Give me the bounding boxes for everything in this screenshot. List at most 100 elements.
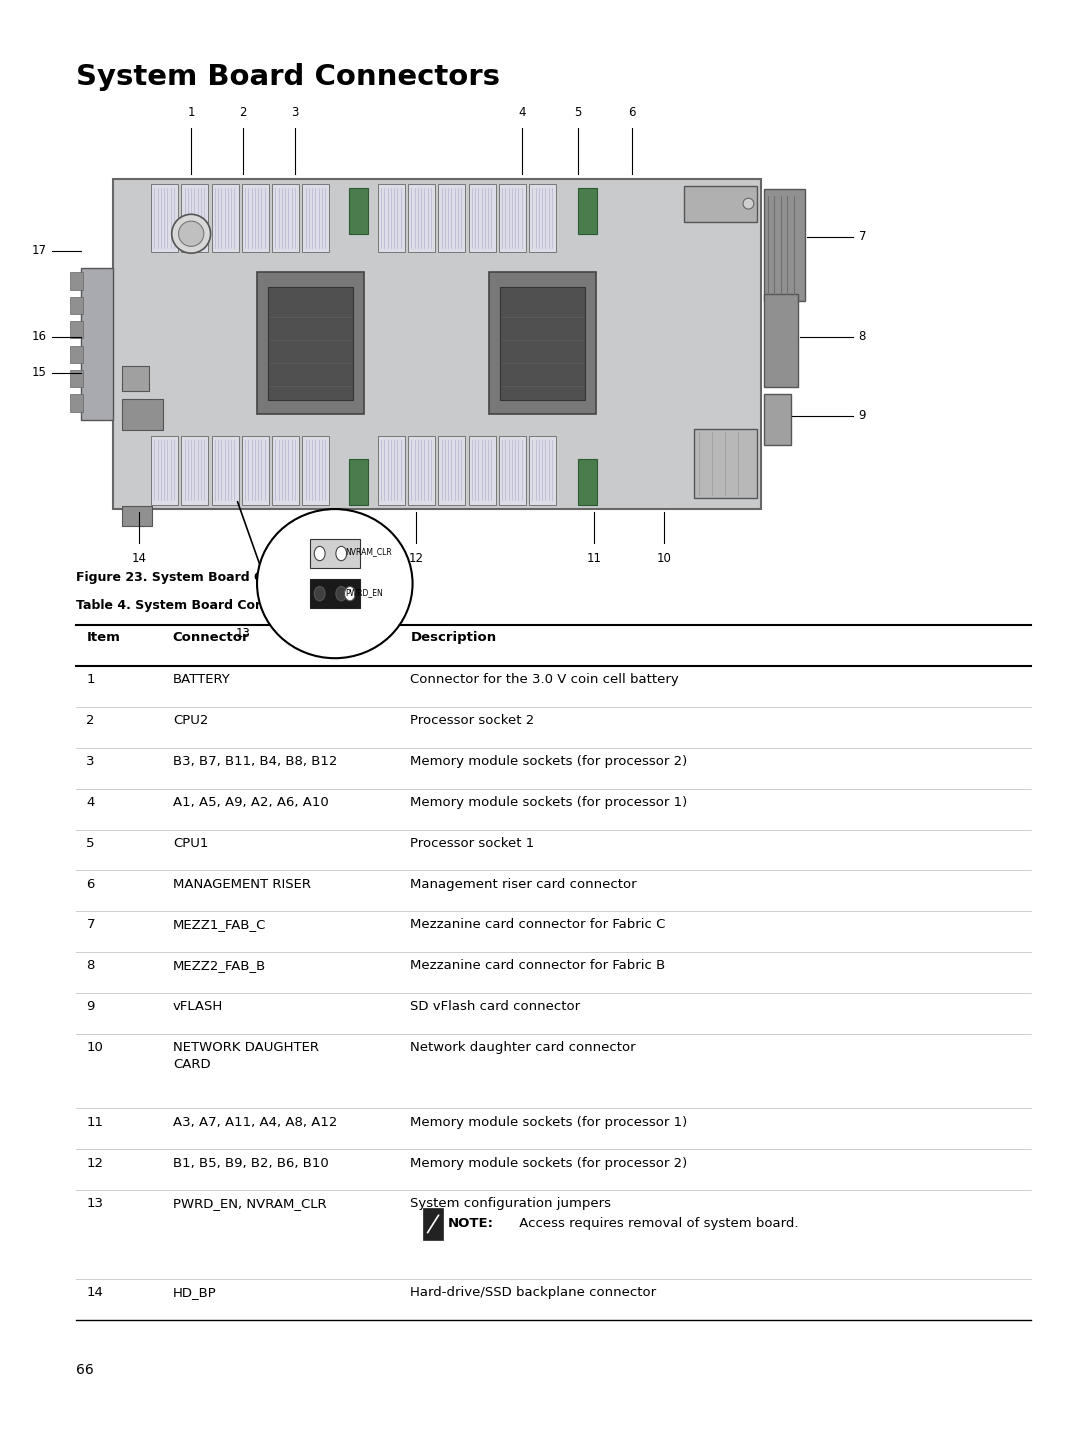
Ellipse shape [178, 221, 204, 247]
FancyBboxPatch shape [578, 459, 597, 505]
FancyBboxPatch shape [469, 184, 496, 252]
Text: Processor socket 2: Processor socket 2 [410, 714, 535, 727]
Text: 16: 16 [31, 330, 46, 344]
FancyBboxPatch shape [423, 1209, 443, 1240]
FancyBboxPatch shape [408, 436, 435, 505]
FancyBboxPatch shape [70, 346, 83, 363]
Text: Mezzanine card connector for Fabric C: Mezzanine card connector for Fabric C [410, 919, 665, 932]
Text: Memory module sockets (for processor 2): Memory module sockets (for processor 2) [410, 1157, 688, 1170]
FancyBboxPatch shape [257, 272, 364, 414]
FancyBboxPatch shape [694, 429, 757, 498]
Circle shape [314, 546, 325, 561]
Text: Memory module sockets (for processor 2): Memory module sockets (for processor 2) [410, 756, 688, 769]
FancyBboxPatch shape [310, 539, 360, 568]
Text: Access requires removal of system board.: Access requires removal of system board. [515, 1217, 799, 1230]
Text: 9: 9 [859, 409, 866, 423]
Text: 3: 3 [86, 756, 95, 769]
Text: 5: 5 [575, 106, 581, 119]
Text: Processor socket 1: Processor socket 1 [410, 837, 535, 850]
Ellipse shape [257, 509, 413, 658]
Text: 6: 6 [86, 878, 95, 891]
FancyBboxPatch shape [529, 184, 556, 252]
FancyBboxPatch shape [181, 436, 208, 505]
Text: 2: 2 [86, 714, 95, 727]
FancyBboxPatch shape [70, 370, 83, 387]
Text: 14: 14 [132, 552, 147, 565]
Text: Item: Item [86, 631, 120, 644]
FancyBboxPatch shape [529, 436, 556, 505]
Text: Connector: Connector [173, 631, 249, 644]
Text: 12: 12 [86, 1157, 104, 1170]
Text: 13: 13 [235, 627, 251, 640]
FancyBboxPatch shape [378, 436, 405, 505]
Text: A1, A5, A9, A2, A6, A10: A1, A5, A9, A2, A6, A10 [173, 796, 328, 809]
Text: 6: 6 [629, 106, 635, 119]
Text: vFLASH: vFLASH [173, 1001, 224, 1014]
Text: PWRD_EN, NVRAM_CLR: PWRD_EN, NVRAM_CLR [173, 1197, 326, 1210]
Text: 1: 1 [86, 674, 95, 687]
Text: 10: 10 [86, 1041, 104, 1054]
FancyBboxPatch shape [212, 184, 239, 252]
FancyBboxPatch shape [242, 436, 269, 505]
FancyBboxPatch shape [122, 506, 152, 526]
Circle shape [336, 546, 347, 561]
Text: HD_BP: HD_BP [173, 1286, 217, 1299]
Text: System configuration jumpers: System configuration jumpers [410, 1197, 611, 1210]
FancyBboxPatch shape [70, 321, 83, 338]
FancyBboxPatch shape [181, 184, 208, 252]
FancyBboxPatch shape [349, 459, 368, 505]
Text: 5: 5 [86, 837, 95, 850]
FancyBboxPatch shape [764, 294, 798, 387]
Text: 11: 11 [586, 552, 602, 565]
FancyBboxPatch shape [578, 188, 597, 234]
FancyBboxPatch shape [489, 272, 596, 414]
Text: 66: 66 [76, 1362, 93, 1377]
Text: Mezzanine card connector for Fabric B: Mezzanine card connector for Fabric B [410, 959, 665, 972]
FancyBboxPatch shape [212, 436, 239, 505]
FancyBboxPatch shape [151, 184, 178, 252]
FancyBboxPatch shape [349, 188, 368, 234]
FancyBboxPatch shape [469, 436, 496, 505]
FancyBboxPatch shape [438, 436, 465, 505]
FancyBboxPatch shape [764, 189, 805, 301]
Text: Network daughter card connector: Network daughter card connector [410, 1041, 636, 1054]
Text: 3: 3 [292, 106, 298, 119]
FancyBboxPatch shape [272, 184, 299, 252]
Text: MEZZ1_FAB_C: MEZZ1_FAB_C [173, 919, 266, 932]
Text: 4: 4 [86, 796, 95, 809]
FancyBboxPatch shape [684, 186, 757, 222]
FancyBboxPatch shape [122, 366, 149, 391]
Circle shape [314, 587, 325, 601]
Text: Description: Description [410, 631, 497, 644]
Text: Connector for the 3.0 V coin cell battery: Connector for the 3.0 V coin cell batter… [410, 674, 679, 687]
FancyBboxPatch shape [242, 184, 269, 252]
Text: SD vFlash card connector: SD vFlash card connector [410, 1001, 581, 1014]
Text: 10: 10 [657, 552, 672, 565]
Text: BATTERY: BATTERY [173, 674, 230, 687]
FancyBboxPatch shape [70, 297, 83, 314]
FancyBboxPatch shape [81, 268, 113, 420]
Text: Management riser card connector: Management riser card connector [410, 878, 637, 891]
Ellipse shape [172, 214, 211, 254]
Text: 12: 12 [408, 552, 423, 565]
Text: B3, B7, B11, B4, B8, B12: B3, B7, B11, B4, B8, B12 [173, 756, 337, 769]
Text: Figure 23. System Board Connectors: Figure 23. System Board Connectors [76, 571, 333, 584]
Text: 8: 8 [86, 959, 95, 972]
Text: 15: 15 [31, 366, 46, 380]
FancyBboxPatch shape [764, 394, 791, 445]
Text: 17: 17 [31, 244, 46, 258]
FancyBboxPatch shape [122, 399, 163, 430]
FancyBboxPatch shape [408, 184, 435, 252]
FancyBboxPatch shape [302, 436, 329, 505]
Text: 14: 14 [86, 1286, 104, 1299]
Circle shape [336, 587, 347, 601]
Text: Table 4. System Board Connectors: Table 4. System Board Connectors [76, 599, 316, 612]
Circle shape [345, 587, 355, 601]
Text: 2: 2 [240, 106, 246, 119]
Text: NETWORK DAUGHTER
CARD: NETWORK DAUGHTER CARD [173, 1041, 319, 1071]
Ellipse shape [743, 198, 754, 209]
Text: CPU2: CPU2 [173, 714, 208, 727]
Text: MEZZ2_FAB_B: MEZZ2_FAB_B [173, 959, 266, 972]
FancyBboxPatch shape [70, 272, 83, 290]
FancyBboxPatch shape [378, 184, 405, 252]
